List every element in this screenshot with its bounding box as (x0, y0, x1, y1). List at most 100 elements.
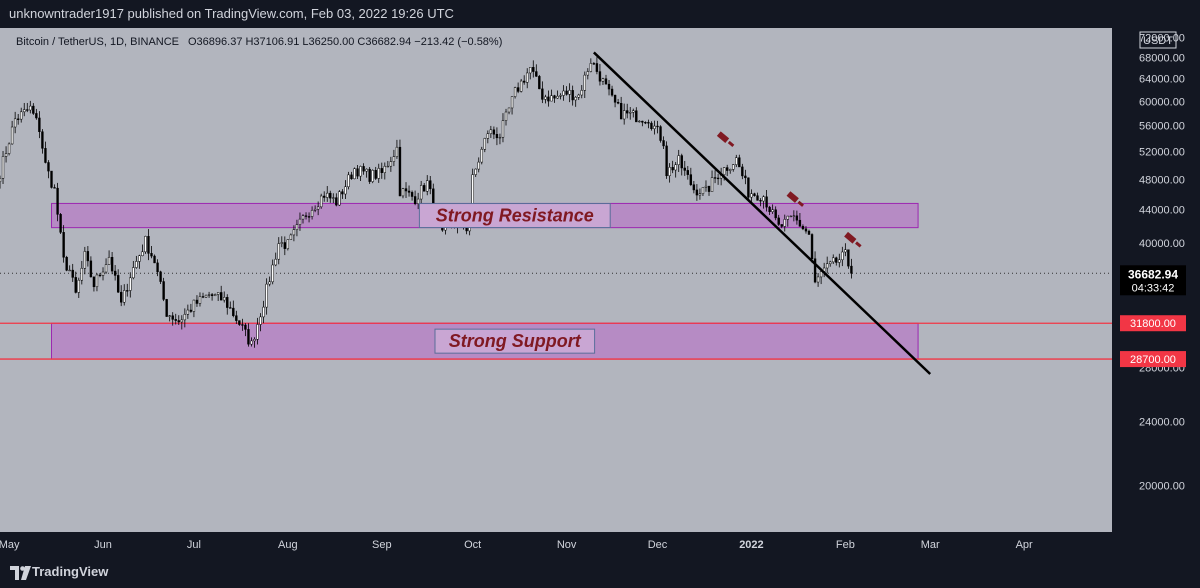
price-label-1: 28700.00 (1130, 354, 1176, 366)
candle-65 (195, 295, 199, 307)
candle-body (786, 215, 789, 220)
candle-body (120, 291, 123, 303)
candle-body (722, 167, 726, 176)
candle-body (789, 215, 793, 218)
candle-8 (23, 102, 26, 117)
candle-body (610, 88, 614, 96)
candle-126 (380, 162, 383, 179)
candle-body (844, 249, 847, 253)
candle-123 (371, 169, 374, 184)
candle-body (829, 261, 832, 265)
candle-body (465, 227, 468, 232)
candle-body (216, 292, 220, 295)
candle-body (195, 299, 199, 304)
candle-body (83, 251, 87, 269)
candle-body (732, 164, 735, 170)
candle-body (704, 185, 708, 188)
candle-117 (353, 167, 356, 180)
candle-115 (347, 171, 350, 190)
candle-body (426, 180, 429, 192)
plot-background (0, 28, 1112, 532)
candle-61 (183, 308, 187, 328)
candle-body (410, 192, 414, 197)
candle-18 (53, 184, 56, 189)
candle-body (77, 279, 80, 293)
candle-269 (813, 251, 817, 284)
candle-body (583, 74, 586, 91)
candle-body (698, 193, 702, 196)
zone-label-box-0 (418, 203, 611, 229)
candle-131 (395, 139, 399, 159)
candle-body (232, 307, 235, 316)
candle-215 (650, 121, 653, 131)
chart-frame[interactable]: Strong Resistance Strong Support 72000.00… (0, 28, 1200, 558)
candle-body (816, 276, 820, 283)
candle-159 (480, 146, 483, 165)
current-price-box (1120, 265, 1186, 296)
price-chart[interactable]: Strong Resistance Strong Support 72000.00… (0, 28, 1200, 558)
candle-body (665, 145, 668, 177)
candle-body (744, 175, 747, 179)
candle-body (268, 281, 271, 285)
candle-130 (392, 149, 396, 167)
candle-220 (665, 141, 668, 179)
candle-241 (729, 168, 732, 174)
candle-230 (695, 184, 699, 201)
candle-280 (847, 249, 850, 269)
candle-body (38, 117, 41, 132)
candle-121 (365, 168, 368, 178)
candle-89 (268, 276, 271, 287)
candle-113 (341, 189, 344, 199)
candle-263 (795, 210, 799, 225)
candle-body (259, 316, 262, 325)
candle-body (4, 153, 8, 157)
candle-245 (741, 163, 744, 180)
candle-23 (68, 265, 71, 272)
x-tick-label-7: Dec (648, 539, 668, 551)
candle-body (389, 161, 393, 167)
candle-body (562, 90, 565, 96)
tradingview-logo-icon (10, 566, 31, 580)
rejection-marker-1 (786, 191, 805, 207)
candle-30 (89, 256, 93, 278)
candle-68 (204, 294, 208, 298)
candle-body (804, 228, 808, 232)
candle-20 (59, 212, 62, 234)
candle-254 (768, 205, 771, 216)
candle-body (471, 174, 474, 205)
candle-17 (50, 170, 53, 189)
candle-body (498, 136, 502, 139)
candle-body (150, 253, 153, 257)
candle-199 (601, 77, 605, 85)
candle-86 (259, 313, 262, 332)
candle-188 (568, 83, 571, 103)
candle-body (629, 111, 632, 114)
candle-49 (147, 229, 150, 261)
candle-181 (547, 90, 550, 107)
candle-252 (762, 195, 765, 209)
candle-body (280, 242, 283, 244)
candle-body (326, 192, 329, 198)
candle-217 (656, 120, 659, 134)
candle-21 (62, 225, 65, 263)
candle-body (662, 140, 665, 147)
candle-46 (138, 254, 141, 269)
candle-body (777, 217, 780, 225)
candle-246 (744, 169, 747, 185)
candle-163 (492, 126, 496, 140)
candle-body (186, 309, 190, 315)
candle-body (147, 236, 150, 254)
candle-38 (113, 265, 117, 281)
rejection-marker-head (716, 131, 730, 144)
candle-165 (498, 133, 502, 145)
candle-82 (247, 323, 250, 347)
candle-225 (680, 153, 683, 176)
candle-96 (289, 233, 293, 240)
y-tick-label-0: 72000.00 (1139, 33, 1185, 45)
candle-129 (389, 156, 393, 172)
candle-body (371, 170, 374, 182)
x-tick-label-5: Oct (464, 539, 481, 551)
candle-body (738, 157, 741, 168)
candle-body (759, 200, 762, 202)
candle-body (529, 67, 532, 74)
